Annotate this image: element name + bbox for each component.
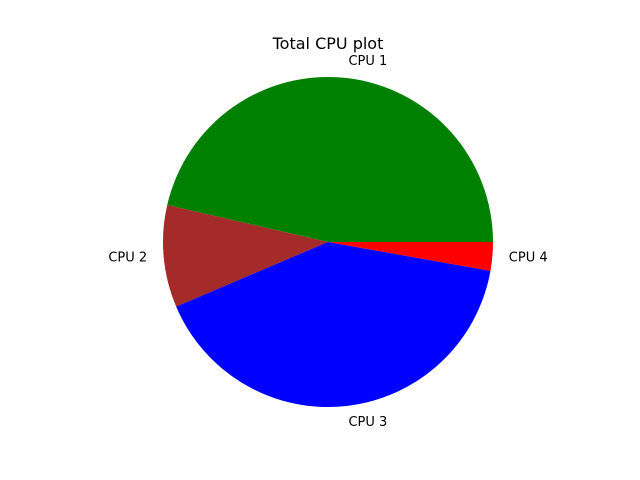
pie-label-cpu-2: CPU 2 — [108, 250, 147, 265]
pie-label-cpu-4: CPU 4 — [509, 250, 548, 265]
pie-slice-cpu-1 — [167, 76, 493, 243]
pie-label-cpu-3: CPU 3 — [348, 415, 387, 430]
pie-slice-cpu-3 — [176, 242, 491, 407]
pie-slices — [163, 76, 493, 407]
pie-slice-cpu-4 — [328, 242, 493, 271]
chart-title: Total CPU plot — [272, 34, 384, 53]
pie-labels: CPU 1 CPU 2 CPU 3 CPU 4 — [108, 54, 547, 430]
pie-slice-cpu-2 — [163, 204, 328, 307]
pie-label-cpu-1: CPU 1 — [348, 54, 387, 69]
